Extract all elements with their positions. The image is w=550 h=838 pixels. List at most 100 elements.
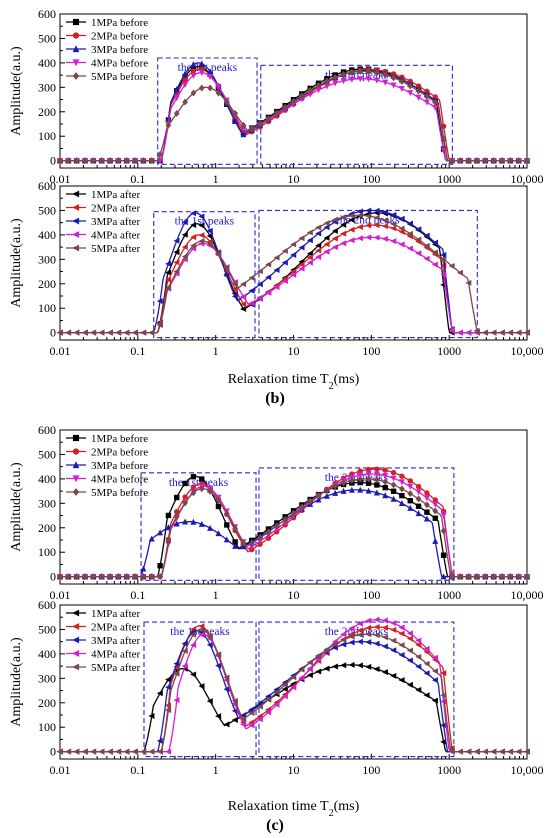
- data-point: [440, 527, 447, 535]
- series-3mpa-before: [56, 486, 531, 580]
- data-point: [440, 251, 447, 258]
- data-point: [181, 640, 188, 647]
- data-point: [306, 259, 313, 266]
- legend-label: 5MPa after: [91, 662, 141, 674]
- data-point: [456, 748, 463, 755]
- data-point: [348, 486, 355, 493]
- data-point: [348, 639, 355, 646]
- data-point: [323, 220, 330, 227]
- data-point: [282, 103, 289, 111]
- data-point: [406, 230, 413, 237]
- legend-marker: [72, 72, 80, 80]
- data-point: [365, 466, 372, 473]
- y-tick-label: 500: [38, 31, 56, 45]
- legend-marker: [72, 650, 80, 657]
- data-point: [73, 573, 80, 581]
- data-point: [265, 115, 272, 123]
- data-point: [173, 513, 180, 521]
- data-point: [165, 684, 172, 691]
- data-point: [365, 68, 372, 76]
- data-point: [415, 489, 422, 496]
- y-axis-label: Amplitude(a.u.): [9, 218, 24, 308]
- legend-entry: 2MPa before: [66, 447, 148, 459]
- data-point: [148, 712, 155, 719]
- legend-marker: [72, 204, 80, 211]
- data-point: [340, 230, 347, 237]
- data-point: [131, 748, 138, 755]
- x-tick-label: 0.1: [130, 588, 145, 602]
- data-point: [173, 520, 180, 527]
- x-tick-label: 0.01: [50, 172, 71, 186]
- data-point: [373, 640, 380, 647]
- y-tick-label: 400: [38, 228, 56, 242]
- data-point: [382, 484, 388, 491]
- data-point: [331, 244, 338, 251]
- data-point: [323, 83, 330, 90]
- data-point: [165, 121, 172, 129]
- data-point: [206, 227, 213, 234]
- x-tick-label: 100: [362, 763, 380, 777]
- data-point: [190, 234, 197, 241]
- data-point: [348, 226, 355, 233]
- data-point: [123, 573, 130, 581]
- data-point: [206, 633, 213, 640]
- data-point: [390, 469, 397, 476]
- data-point: [181, 253, 188, 260]
- data-point: [440, 692, 447, 699]
- data-point: [365, 487, 372, 494]
- data-point: [323, 665, 330, 672]
- data-point: [157, 150, 163, 158]
- y-tick-label: 100: [38, 720, 56, 734]
- data-point: [515, 748, 522, 755]
- legend-entry: 3MPa before: [66, 460, 148, 472]
- data-point: [465, 329, 472, 336]
- data-point: [215, 89, 222, 97]
- data-point: [173, 249, 180, 256]
- legend-entry: 2MPa before: [66, 31, 148, 43]
- peak-box-label: the 1st peaks: [175, 216, 235, 228]
- data-point: [156, 298, 163, 305]
- legend-marker: [72, 461, 80, 469]
- x-tick-label: 1: [213, 344, 219, 358]
- data-point: [398, 630, 405, 637]
- data-point: [298, 503, 305, 511]
- data-point: [465, 279, 472, 286]
- data-point: [256, 700, 263, 707]
- data-point: [298, 261, 305, 268]
- data-point: [165, 524, 172, 531]
- data-point: [273, 267, 280, 274]
- data-point: [406, 245, 413, 252]
- legend-marker: [72, 636, 80, 644]
- data-point: [123, 329, 130, 336]
- data-point: [474, 573, 480, 581]
- data-point: [240, 721, 247, 728]
- data-point: [174, 494, 180, 501]
- data-point: [374, 482, 380, 488]
- data-point: [373, 616, 380, 623]
- data-point: [190, 474, 197, 480]
- y-tick-label: 0: [50, 154, 56, 168]
- data-point: [165, 260, 172, 267]
- data-point: [73, 748, 80, 755]
- data-point: [423, 242, 430, 249]
- data-point: [223, 674, 230, 681]
- x-tick-label: 10: [288, 172, 300, 186]
- data-point: [399, 473, 405, 479]
- data-point: [106, 329, 113, 336]
- data-point: [248, 539, 255, 547]
- legend-entry: 2MPa after: [66, 622, 141, 634]
- data-point: [365, 76, 372, 83]
- data-point: [348, 76, 355, 83]
- data-point: [398, 241, 405, 248]
- data-point: [248, 274, 255, 281]
- data-point: [181, 231, 188, 238]
- chart-panel-3: 0 100 200 300 400 500 600 0.01 0.1 1 10 100 1000 10,0…: [9, 423, 544, 602]
- data-point: [448, 748, 455, 755]
- data-point: [340, 221, 347, 228]
- data-point: [524, 157, 530, 165]
- data-point: [248, 287, 255, 294]
- data-point: [356, 631, 363, 638]
- data-point: [107, 573, 113, 581]
- data-point: [457, 157, 464, 165]
- data-point: [507, 748, 514, 755]
